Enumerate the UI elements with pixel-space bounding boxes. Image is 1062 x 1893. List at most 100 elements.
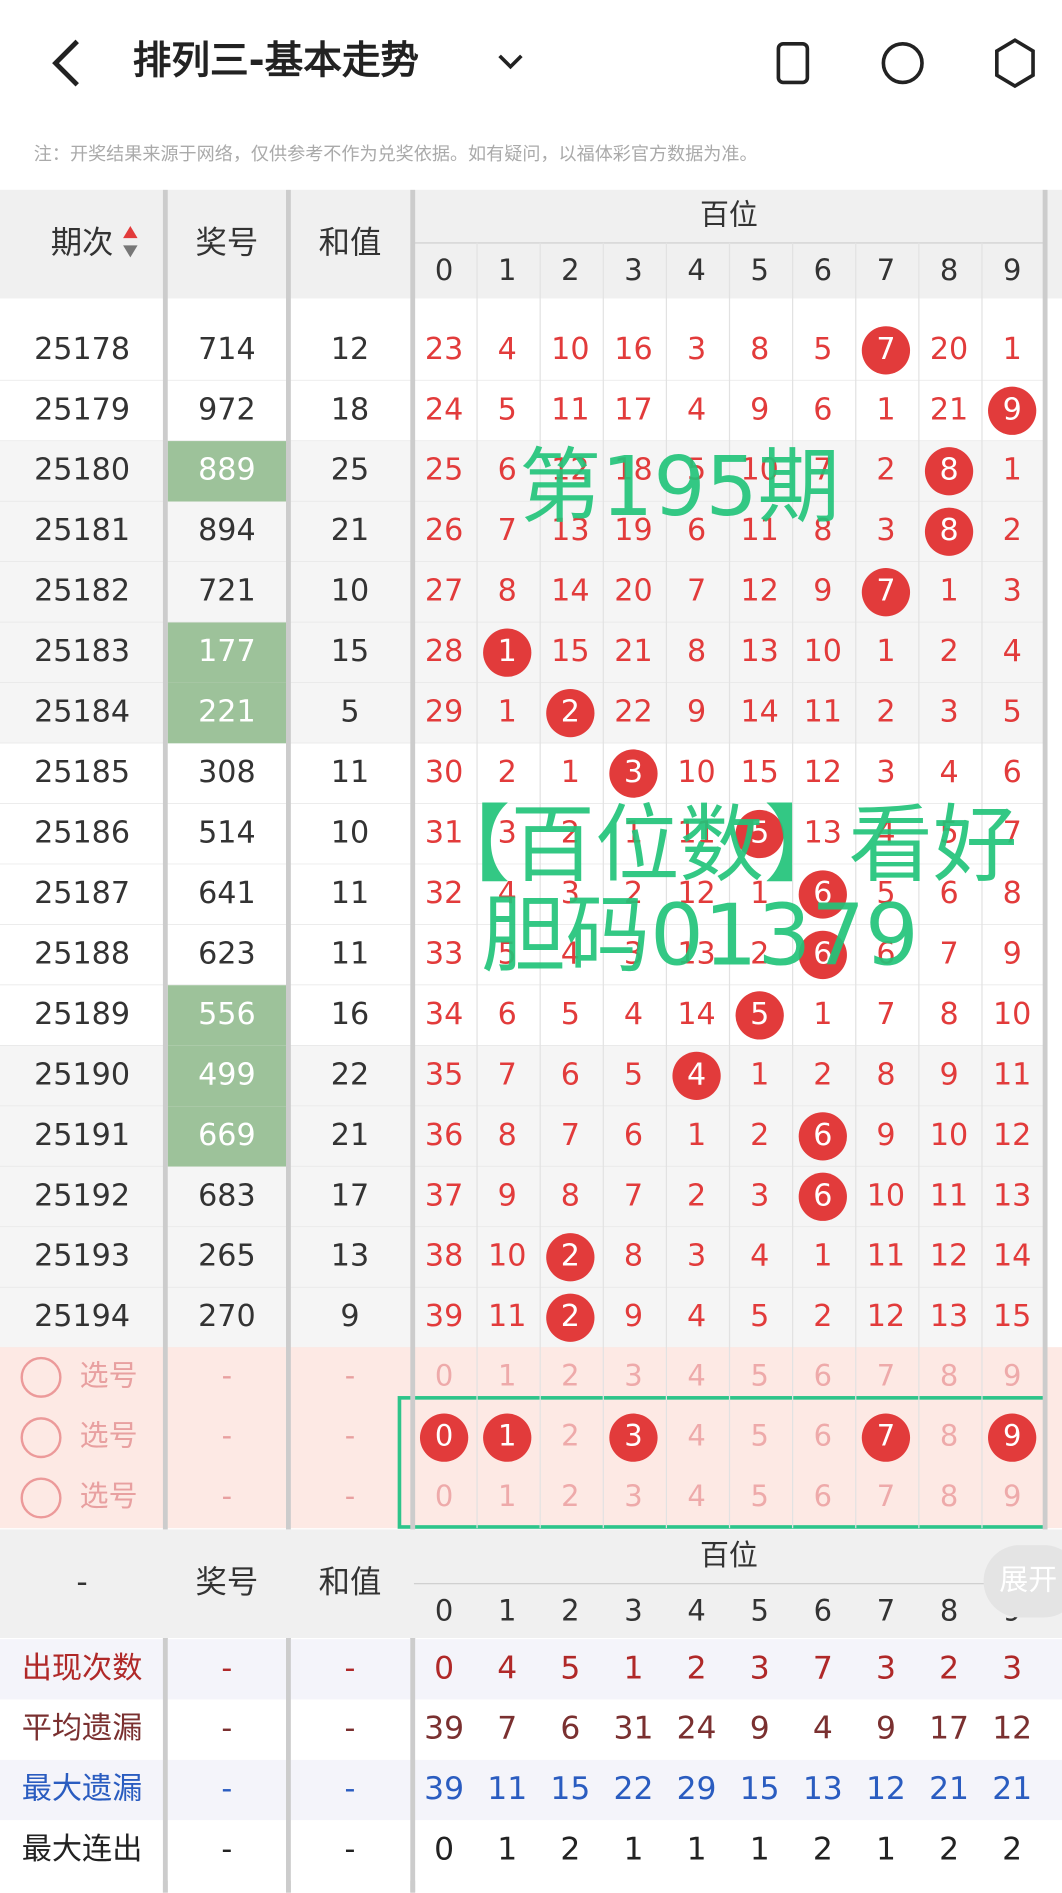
omission-value: 11 (741, 513, 779, 548)
hit-digit: 2 (561, 1299, 580, 1334)
select-digit[interactable]: 2 (561, 1358, 579, 1392)
selected-circle[interactable] (988, 1413, 1037, 1462)
row-bg (0, 1227, 1046, 1288)
omission-value: 6 (687, 513, 706, 548)
stats-value: 13 (803, 1771, 843, 1807)
draw-number: 972 (198, 392, 256, 427)
omission-value: 31 (425, 816, 463, 851)
draw-number: 669 (198, 1118, 256, 1153)
omission-value: 5 (1003, 695, 1022, 730)
omission-value: 4 (561, 936, 580, 971)
expand-label[interactable]: 展开 (999, 1562, 1057, 1596)
select-toggle[interactable] (20, 1356, 62, 1398)
select-digit[interactable]: 3 (624, 1479, 642, 1513)
omission-value: 37 (425, 1178, 463, 1213)
select-digit[interactable]: 3 (624, 1358, 642, 1392)
period: 25185 (34, 755, 130, 790)
title-dropdown[interactable] (498, 54, 523, 70)
number-highlight (167, 441, 287, 502)
omission-value: 1 (1003, 332, 1022, 367)
select-toggle[interactable] (20, 1417, 62, 1459)
select-digit[interactable]: 9 (1003, 1479, 1021, 1513)
omission-value: 13 (930, 1299, 968, 1334)
omission-value: 11 (677, 816, 715, 851)
hit-digit: 5 (750, 997, 769, 1032)
omission-value: 10 (804, 634, 842, 669)
omission-value: 13 (804, 816, 842, 851)
placeholder: - (222, 1358, 232, 1392)
stats-value: 39 (424, 1711, 464, 1747)
hit-circle (988, 386, 1037, 435)
select-digit[interactable]: 6 (814, 1479, 832, 1513)
hit-digit: 5 (750, 816, 769, 851)
omission-value: 6 (1003, 755, 1022, 790)
select-digit[interactable]: 9 (1003, 1358, 1021, 1392)
stats-value: 2 (560, 1831, 580, 1867)
select-digit[interactable]: 4 (687, 1358, 705, 1392)
omission-value: 2 (1003, 513, 1022, 548)
icon-settings[interactable] (995, 38, 1035, 89)
select-digit[interactable]: 8 (940, 1479, 958, 1513)
expand-button[interactable] (983, 1545, 1062, 1618)
omission-value: 2 (750, 1118, 769, 1153)
disclaimer: 注：开奖结果来源于网络，仅供参考不作为兑奖依据。如有疑问，以福体彩官方数据为准。 (34, 144, 758, 165)
omission-value: 9 (813, 574, 832, 609)
stats-value: 22 (614, 1771, 654, 1807)
omission-value: 13 (677, 936, 715, 971)
digit-header: 3 (624, 253, 642, 287)
overlay-text: 【百位数】看好 (426, 796, 1017, 894)
select-digit[interactable]: 5 (750, 1358, 768, 1392)
select-digit[interactable]: 8 (940, 1419, 958, 1453)
select-digit[interactable]: 8 (940, 1358, 958, 1392)
icon-share[interactable] (881, 41, 924, 85)
digit-header: 0 (435, 1594, 453, 1628)
omission-value: 5 (498, 936, 517, 971)
omission-value: 4 (939, 755, 958, 790)
selected-circle[interactable] (419, 1413, 469, 1462)
draw-number: 683 (198, 1178, 256, 1213)
select-toggle[interactable] (20, 1477, 62, 1519)
omission-value: 34 (425, 997, 463, 1032)
select-digit[interactable]: 4 (687, 1419, 705, 1453)
omission-value: 24 (425, 392, 463, 427)
selected-circle[interactable] (861, 1413, 911, 1462)
stats-value: 15 (550, 1771, 590, 1807)
hit-circle (924, 507, 974, 556)
select-digit[interactable]: 1 (498, 1479, 516, 1513)
omission-value: 2 (750, 936, 769, 971)
sum-value: 17 (331, 1178, 369, 1213)
icon-device[interactable] (776, 41, 810, 85)
hit-digit: 6 (813, 876, 832, 911)
omission-value: 9 (876, 1118, 895, 1153)
omission-value: 11 (804, 695, 842, 730)
select-digit[interactable]: 1 (498, 1358, 516, 1392)
selected-circle[interactable] (609, 1413, 658, 1462)
select-digit[interactable]: 7 (877, 1358, 895, 1392)
select-digit[interactable]: 6 (814, 1358, 832, 1392)
select-digit[interactable]: 4 (687, 1479, 705, 1513)
draw-number: 265 (198, 1239, 256, 1274)
hit-circle (546, 1233, 595, 1282)
select-digit[interactable]: 2 (561, 1419, 579, 1453)
hit-circle (798, 870, 847, 919)
select-digit[interactable]: 7 (877, 1479, 895, 1513)
omission-value: 1 (939, 574, 958, 609)
select-digit[interactable]: 5 (750, 1419, 768, 1453)
omission-value: 11 (488, 1299, 526, 1334)
number-highlight (167, 1045, 287, 1107)
select-digit[interactable]: 6 (814, 1419, 832, 1453)
hit-circle (609, 749, 658, 798)
select-digit[interactable]: 5 (750, 1479, 768, 1513)
draw-number: 721 (198, 574, 256, 609)
hit-digit: 4 (687, 1057, 706, 1092)
select-digit[interactable]: 2 (561, 1479, 579, 1513)
omission-value: 3 (876, 513, 895, 548)
select-digit[interactable]: 0 (435, 1358, 453, 1392)
selected-circle[interactable] (483, 1413, 532, 1462)
back-button[interactable] (52, 39, 79, 87)
select-digit[interactable]: 0 (435, 1479, 453, 1513)
draw-number: 714 (198, 332, 256, 367)
hit-circle (735, 991, 784, 1040)
